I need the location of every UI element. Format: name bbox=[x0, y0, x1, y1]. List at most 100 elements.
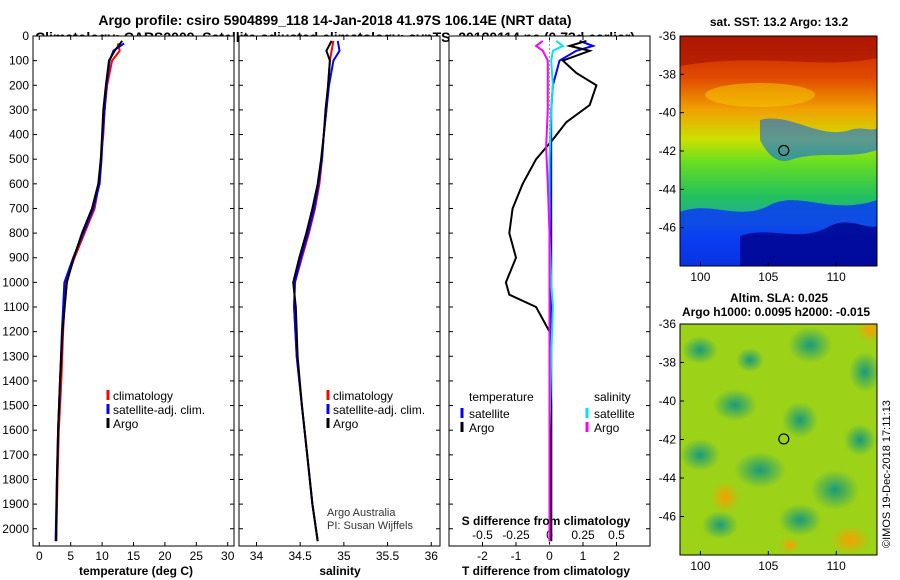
credit-line2: PI: Susan Wijffels bbox=[327, 520, 413, 532]
sla-eddy bbox=[682, 336, 718, 364]
sla-map: -36 -38 -40 -42 -44 -46 100 105 110 bbox=[659, 317, 878, 573]
legend-label: Argo bbox=[113, 417, 139, 431]
legend-label: satellite-adj. clim. bbox=[333, 403, 425, 417]
sst-lat-label: -36 bbox=[659, 29, 677, 43]
difference-top-xlabel: S difference from climatology bbox=[461, 514, 631, 528]
depth-tick-label: 1700 bbox=[2, 448, 29, 462]
sla-map-title: Altim. SLA: 0.025 bbox=[729, 291, 829, 305]
sla-profile-marker bbox=[778, 433, 790, 445]
sla-lat-label: -36 bbox=[659, 317, 677, 331]
legend-label: satellite bbox=[469, 407, 510, 421]
depth-tick-label: 1500 bbox=[2, 399, 29, 413]
difference-xtick-label: 0 bbox=[546, 549, 553, 563]
credit-line1: Argo Australia bbox=[327, 507, 396, 519]
temperature-xtick-label: 15 bbox=[127, 549, 141, 563]
sst-deep-cold bbox=[740, 222, 877, 266]
chart-title-line1: Argo profile: csiro 5904899_118 14-Jan-2… bbox=[98, 12, 572, 28]
salinity-xtick-label: 34 bbox=[250, 549, 264, 563]
salinity-xtick-label: 35 bbox=[337, 549, 351, 563]
difference-xtick-label: 2 bbox=[613, 549, 620, 563]
sla-lat-label: -46 bbox=[659, 510, 677, 524]
sla-eddy bbox=[713, 389, 757, 421]
legend-label: climatology bbox=[333, 389, 393, 403]
sst-lon-label: 110 bbox=[827, 270, 846, 284]
sla-lat-label: -42 bbox=[659, 433, 677, 447]
depth-tick-label: 200 bbox=[9, 78, 29, 92]
legend-label: satellite-adj. clim. bbox=[113, 403, 205, 417]
sst-map-title: sat. SST: 13.2 Argo: 13.2 bbox=[709, 15, 849, 29]
sla-eddy bbox=[778, 504, 822, 536]
sla-eddy bbox=[788, 327, 832, 363]
sst-yellow-patch bbox=[705, 83, 815, 107]
depth-tick-label: 300 bbox=[9, 103, 29, 117]
salinity-diff-tick-label: 0.5 bbox=[608, 528, 625, 542]
sst-lat-label: -40 bbox=[659, 106, 677, 120]
sst-features bbox=[680, 36, 877, 266]
sla-high bbox=[856, 324, 877, 342]
salinity-diff-tick-label: -0.25 bbox=[502, 528, 530, 542]
depth-tick-label: 2000 bbox=[2, 522, 29, 536]
temperature-xtick-label: 0 bbox=[36, 549, 43, 563]
panel-salinity: 34 34.5 35 35.5 36 climatologysatellite-adj. … bbox=[238, 35, 441, 563]
sla-high bbox=[780, 537, 800, 553]
depth-tick-label: 1600 bbox=[2, 423, 29, 437]
temperature-xtick-label: 30 bbox=[221, 549, 235, 563]
legend-label: climatology bbox=[113, 389, 173, 403]
depth-tick-label: 1800 bbox=[2, 472, 29, 486]
salinity-diff-tick-label: 0.25 bbox=[571, 528, 595, 542]
sst-lon-label: 105 bbox=[758, 270, 778, 284]
sla-lon-label: 110 bbox=[827, 559, 846, 573]
sla-eddy bbox=[680, 439, 720, 471]
legend-temperature-title: temperature bbox=[469, 390, 534, 404]
depth-tick-label: 500 bbox=[9, 152, 29, 166]
depth-tick-label: 0 bbox=[22, 29, 29, 43]
depth-tick-label: 1100 bbox=[3, 300, 29, 314]
temperature-series-argo bbox=[55, 40, 123, 542]
panel-temperature: 0100200300400500600700800900100011001200… bbox=[2, 29, 234, 563]
sst-lat-label: -46 bbox=[659, 221, 677, 235]
salinity-frame bbox=[238, 35, 441, 547]
sla-eddy bbox=[849, 352, 877, 392]
temperature-series-climatology bbox=[55, 43, 121, 542]
depth-tick-label: 1300 bbox=[2, 349, 29, 363]
sst-lat-label: -44 bbox=[659, 182, 677, 196]
sla-eddy bbox=[844, 424, 876, 456]
depth-tick-label: 400 bbox=[9, 128, 29, 142]
difference-xtick-label: -1 bbox=[511, 549, 522, 563]
depth-tick-label: 800 bbox=[9, 226, 29, 240]
sla-high bbox=[711, 481, 739, 513]
sst-lat-label: -42 bbox=[659, 144, 677, 158]
depth-tick-label: 1400 bbox=[2, 374, 29, 388]
sla-eddy bbox=[702, 511, 738, 539]
depth-tick-label: 900 bbox=[9, 251, 29, 265]
depth-tick-label: 1000 bbox=[2, 275, 29, 289]
sla-eddy bbox=[736, 348, 764, 372]
salinity-diff-tick-label: -0.5 bbox=[472, 528, 493, 542]
sla-lat-label: -38 bbox=[659, 356, 677, 370]
sla-eddy bbox=[782, 402, 818, 438]
difference-xlabel: T difference from climatology bbox=[461, 564, 631, 578]
sla-lat-label: -44 bbox=[659, 471, 677, 485]
sst-map: -36 -38 -40 -42 -44 -46 100 105 110 bbox=[659, 29, 878, 284]
legend-label: Argo bbox=[469, 421, 495, 435]
depth-tick-label: 1900 bbox=[2, 497, 29, 511]
temperature-xlabel: temperature (deg C) bbox=[78, 564, 194, 578]
sla-eddy bbox=[734, 452, 786, 488]
sla-features bbox=[680, 324, 877, 554]
difference-xtick-label: 1 bbox=[580, 549, 587, 563]
salinity-xtick-label: 36 bbox=[425, 549, 439, 563]
sla-map-subtitle: Argo h1000: 0.0095 h2000: -0.015 bbox=[681, 305, 871, 319]
temperature-xtick-label: 5 bbox=[67, 549, 74, 563]
sla-high bbox=[830, 526, 870, 554]
sst-profile-marker bbox=[778, 144, 790, 157]
temperature-xtick-label: 25 bbox=[190, 549, 204, 563]
sla-lon-label: 105 bbox=[758, 559, 778, 573]
legend-salinity-title: salinity bbox=[594, 390, 631, 404]
difference-xtick-label: -2 bbox=[477, 549, 488, 563]
depth-tick-label: 600 bbox=[9, 177, 29, 191]
sst-lon-label: 100 bbox=[690, 270, 710, 284]
depth-tick-label: 700 bbox=[9, 201, 29, 215]
salinity-xtick-label: 34.5 bbox=[288, 549, 312, 563]
